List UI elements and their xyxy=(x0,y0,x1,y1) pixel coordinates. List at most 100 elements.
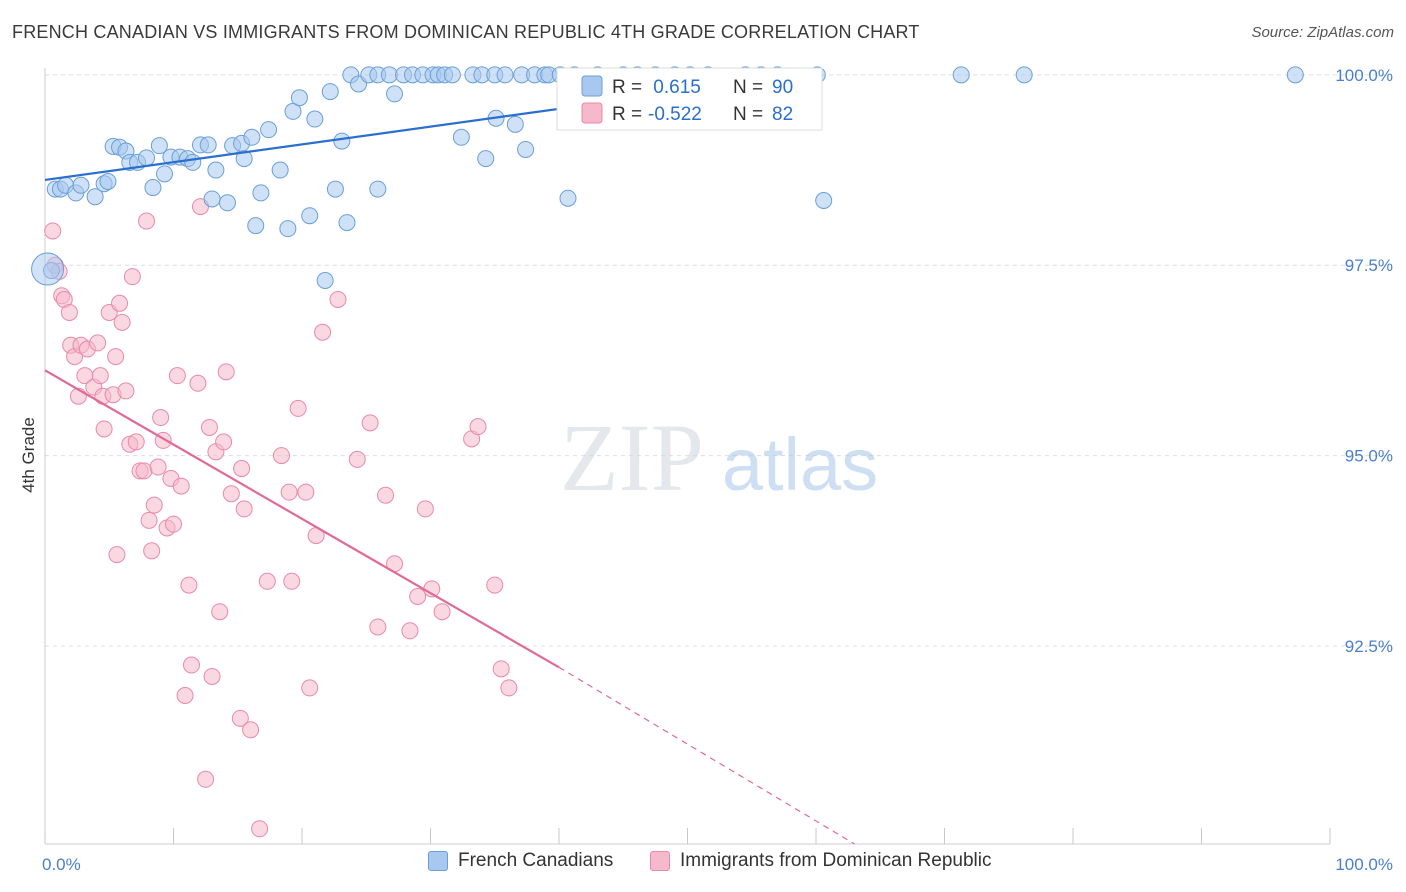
legend-label-french-canadians: French Canadians xyxy=(458,850,614,871)
legend-r-value-1: 0.615 xyxy=(648,77,701,98)
immigrants-point-33 xyxy=(149,458,167,476)
legend-n-label-2: N = xyxy=(733,104,763,125)
legend-item-french-canadians: French Canadians xyxy=(428,850,613,872)
french-canadians-point-26 xyxy=(218,194,236,212)
series-french-canadians-points xyxy=(31,66,1304,289)
immigrants-point-53 xyxy=(222,485,240,503)
french-canadians-point-90 xyxy=(1286,66,1304,84)
x-tick-label-1: 100.0% xyxy=(1335,855,1393,874)
legend-n-value-1: 90 xyxy=(772,77,793,98)
immigrants-point-38 xyxy=(165,515,182,533)
french-canadians-point-29 xyxy=(235,150,253,168)
y-tick-label-2: 97.5% xyxy=(1345,256,1393,275)
french-canadians-point-43 xyxy=(333,132,351,150)
immigrants-point-40 xyxy=(172,477,190,495)
immigrants-point-56 xyxy=(235,500,253,518)
y-axis-label: 4th Grade xyxy=(19,417,38,493)
french-canadians-point-32 xyxy=(252,184,270,202)
y-tick-label-0: 92.5% xyxy=(1345,637,1393,656)
immigrants-point-82 xyxy=(492,660,510,678)
immigrants-trend-line xyxy=(44,369,560,669)
watermark-zip: ZIP xyxy=(560,404,704,511)
french-canadians-point-40 xyxy=(316,271,334,289)
immigrants-point-30 xyxy=(140,511,158,529)
immigrants-point-5 xyxy=(60,303,78,321)
immigrants-trend-extension xyxy=(558,666,855,845)
legend-series: French Canadians Immigrants from Dominic… xyxy=(0,850,1406,880)
axes xyxy=(44,68,1331,845)
immigrants-point-47 xyxy=(200,418,218,436)
french-canadians-point-31 xyxy=(247,217,265,235)
immigrants-point-31 xyxy=(143,542,161,560)
french-canadians-point-73 xyxy=(559,189,577,207)
immigrants-point-34 xyxy=(152,409,170,427)
french-canadians-point-50 xyxy=(380,66,398,84)
immigrants-point-21 xyxy=(111,294,129,312)
immigrants-point-42 xyxy=(180,576,198,594)
y-tick-labels: 92.5% 95.0% 97.5% 100.0% xyxy=(1335,66,1393,656)
french-canadians-point-41 xyxy=(321,83,339,101)
immigrants-point-65 xyxy=(301,679,319,697)
immigrants-point-72 xyxy=(377,486,395,504)
immigrants-point-20 xyxy=(108,546,126,564)
immigrants-point-69 xyxy=(348,450,366,468)
legend-r-value-2: -0.522 xyxy=(648,104,702,125)
french-canadians-point-14 xyxy=(138,149,156,167)
french-canadians-point-16 xyxy=(150,137,168,155)
immigrants-point-61 xyxy=(280,483,298,501)
series-immigrants-points xyxy=(44,198,518,838)
immigrants-point-78 xyxy=(433,603,451,621)
immigrants-point-0 xyxy=(44,222,62,240)
immigrants-point-68 xyxy=(329,291,347,308)
french-canadians-point-24 xyxy=(203,190,221,208)
legend-blue-swatch xyxy=(581,75,603,97)
immigrants-point-50 xyxy=(211,603,229,621)
french-canadians-point-39 xyxy=(306,110,324,128)
french-canadians-point-25 xyxy=(207,161,225,179)
immigrants-point-29 xyxy=(138,212,156,230)
immigrants-point-76 xyxy=(416,500,434,518)
french-canadians-point-66 xyxy=(506,115,524,133)
immigrants-point-25 xyxy=(123,268,141,286)
immigrants-point-14 xyxy=(91,367,109,385)
french-canadians-point-51 xyxy=(386,85,404,103)
legend-label-immigrants: Immigrants from Dominican Republic xyxy=(680,850,992,871)
immigrants-point-58 xyxy=(251,820,269,838)
legend-blue-marker xyxy=(428,851,448,871)
french-canadians-point-42 xyxy=(326,180,344,198)
immigrants-point-46 xyxy=(197,770,215,788)
french-canadians-point-88 xyxy=(952,66,970,84)
immigrants-point-32 xyxy=(145,496,163,514)
immigrants-point-59 xyxy=(258,572,276,590)
legend-pink-swatch xyxy=(581,102,603,124)
french-canadians-point-30 xyxy=(243,128,261,146)
legend-stats: R = 0.615 N = 90 R = -0.522 N = 82 xyxy=(556,67,823,131)
french-canadians-point-49 xyxy=(369,180,387,198)
immigrants-point-74 xyxy=(401,622,419,640)
immigrants-point-44 xyxy=(189,374,207,392)
watermark: ZIP atlas xyxy=(560,404,878,511)
immigrants-point-26 xyxy=(127,433,145,451)
immigrants-point-60 xyxy=(272,447,290,465)
immigrants-point-75 xyxy=(409,588,427,605)
immigrants-point-55 xyxy=(233,460,251,478)
source-label: Source: ZipAtlas.com xyxy=(1251,24,1394,41)
immigrants-point-70 xyxy=(361,414,379,432)
french-canadians-point-5 xyxy=(72,176,90,194)
french-canadians-point-8 xyxy=(99,172,117,190)
immigrants-point-23 xyxy=(117,382,135,400)
immigrants-point-54 xyxy=(231,709,249,727)
immigrants-point-16 xyxy=(95,420,113,438)
french-canadians-point-33 xyxy=(260,121,278,139)
immigrants-point-63 xyxy=(289,399,307,417)
x-tick-label-0: 0.0% xyxy=(42,855,81,874)
french-canadians-point-6 xyxy=(86,188,104,206)
legend-pink-marker xyxy=(650,851,670,871)
legend-r-label-1: R = xyxy=(612,77,642,98)
immigrants-point-13 xyxy=(89,334,107,352)
immigrants-point-48 xyxy=(203,667,221,685)
legend-item-immigrants: Immigrants from Dominican Republic xyxy=(650,850,992,872)
x-tick-labels: 0.0% 100.0% xyxy=(42,855,1393,874)
y-tick-label-1: 95.0% xyxy=(1345,447,1393,466)
